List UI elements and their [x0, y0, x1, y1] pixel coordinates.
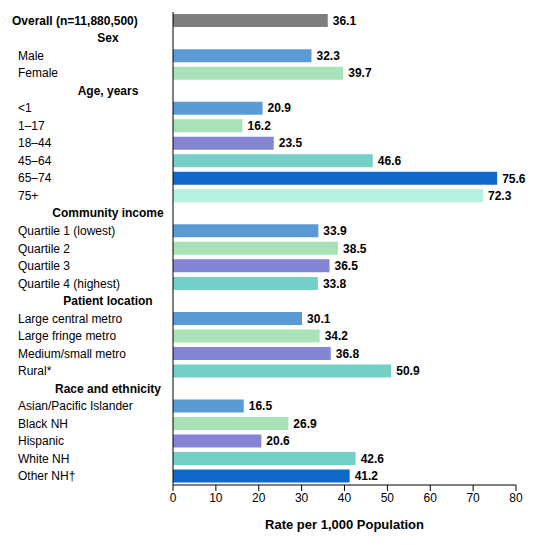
- svg-text:Female: Female: [18, 66, 58, 80]
- svg-text:39.7: 39.7: [348, 66, 372, 80]
- svg-text:34.2: 34.2: [325, 329, 349, 343]
- svg-text:16.2: 16.2: [247, 119, 271, 133]
- svg-text:30.1: 30.1: [307, 312, 331, 326]
- svg-text:Sex: Sex: [97, 31, 119, 45]
- svg-text:Overall (n=11,880,500): Overall (n=11,880,500): [12, 14, 138, 28]
- svg-text:Quartile 1 (lowest): Quartile 1 (lowest): [18, 224, 115, 238]
- svg-text:0: 0: [170, 491, 177, 505]
- svg-text:50: 50: [381, 491, 395, 505]
- svg-text:75+: 75+: [18, 189, 38, 203]
- svg-text:60: 60: [424, 491, 438, 505]
- svg-text:Race and ethnicity: Race and ethnicity: [55, 382, 161, 396]
- svg-text:20.9: 20.9: [268, 101, 292, 115]
- svg-text:45–64: 45–64: [18, 154, 52, 168]
- svg-text:18–44: 18–44: [18, 136, 52, 150]
- svg-text:46.6: 46.6: [378, 154, 402, 168]
- svg-text:10: 10: [209, 491, 223, 505]
- svg-text:Black NH: Black NH: [18, 417, 68, 431]
- svg-text:36.8: 36.8: [336, 347, 360, 361]
- svg-text:30: 30: [295, 491, 309, 505]
- svg-text:Age, years: Age, years: [78, 84, 139, 98]
- svg-text:33.8: 33.8: [323, 277, 347, 291]
- svg-text:36.5: 36.5: [334, 259, 358, 273]
- svg-text:1–17: 1–17: [18, 119, 45, 133]
- svg-text:Medium/small metro: Medium/small metro: [18, 347, 126, 361]
- svg-text:75.6: 75.6: [502, 172, 526, 186]
- svg-text:38.5: 38.5: [343, 242, 367, 256]
- svg-text:Quartile 3: Quartile 3: [18, 259, 70, 273]
- svg-text:Patient location: Patient location: [63, 294, 152, 308]
- svg-text:33.9: 33.9: [323, 224, 347, 238]
- svg-text:Large central metro: Large central metro: [18, 312, 122, 326]
- svg-text:50.9: 50.9: [396, 364, 420, 378]
- svg-text:32.3: 32.3: [316, 49, 340, 63]
- svg-text:Other NH†: Other NH†: [18, 469, 75, 483]
- svg-text:Quartile 2: Quartile 2: [18, 242, 70, 256]
- svg-text:<1: <1: [18, 101, 32, 115]
- svg-text:Hispanic: Hispanic: [18, 434, 64, 448]
- svg-text:65–74: 65–74: [18, 171, 52, 185]
- svg-text:20.6: 20.6: [266, 434, 290, 448]
- svg-text:23.5: 23.5: [279, 136, 303, 150]
- svg-text:26.9: 26.9: [293, 417, 317, 431]
- svg-text:Rural*: Rural*: [18, 364, 52, 378]
- svg-text:41.2: 41.2: [355, 469, 379, 483]
- svg-text:40: 40: [338, 491, 352, 505]
- svg-text:Male: Male: [18, 49, 44, 63]
- svg-text:80: 80: [509, 491, 523, 505]
- svg-text:20: 20: [252, 491, 266, 505]
- svg-text:Quartile 4 (highest): Quartile 4 (highest): [18, 277, 120, 291]
- svg-text:72.3: 72.3: [488, 189, 512, 203]
- svg-text:Rate per 1,000 Population: Rate per 1,000 Population: [265, 517, 424, 532]
- svg-text:Large fringe metro: Large fringe metro: [18, 329, 116, 343]
- svg-text:White NH: White NH: [18, 452, 69, 466]
- svg-text:Asian/Pacific Islander: Asian/Pacific Islander: [18, 399, 133, 413]
- svg-text:Community income: Community income: [52, 206, 164, 220]
- svg-text:36.1: 36.1: [333, 14, 357, 28]
- svg-text:42.6: 42.6: [361, 452, 385, 466]
- svg-text:70: 70: [466, 491, 480, 505]
- svg-text:16.5: 16.5: [249, 399, 273, 413]
